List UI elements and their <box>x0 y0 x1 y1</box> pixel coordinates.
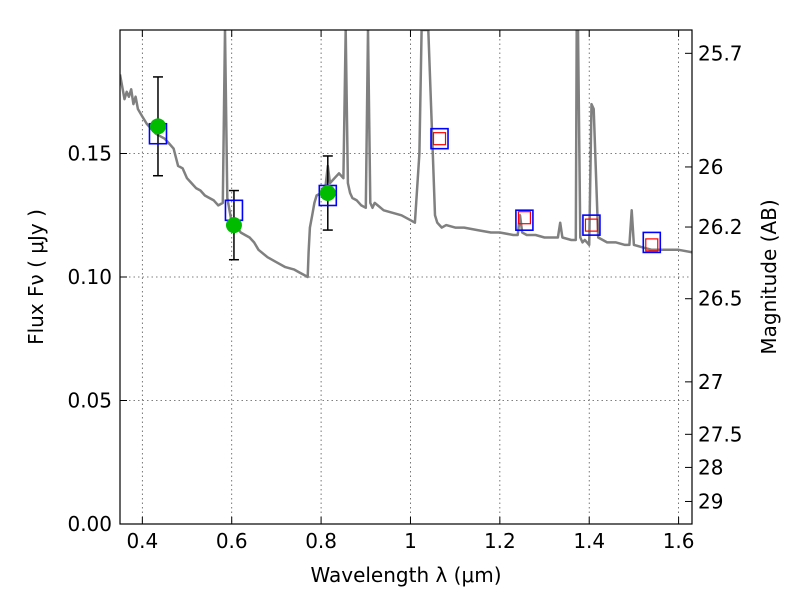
synthetic-band-marker <box>432 132 447 146</box>
y2-tick-label: 29 <box>698 489 723 513</box>
y-tick-label: 0.00 <box>67 512 112 536</box>
grid-layer <box>120 30 692 525</box>
y2-axis-label: Magnitude (AB) <box>757 199 781 354</box>
y2-tick-label: 27.5 <box>698 422 743 446</box>
model-band-marker <box>515 209 534 231</box>
y2-tick-label: 26 <box>698 155 723 179</box>
y2-tick-label: 25.7 <box>698 41 743 65</box>
observed-point <box>149 118 166 135</box>
y-axis-label: Flux Fν ( μJy ) <box>24 209 48 345</box>
model-band-marker <box>582 214 601 236</box>
x-tick-label: 1 <box>404 529 417 553</box>
model-spectrum-layer <box>120 30 692 279</box>
x-tick-label: 1.2 <box>484 529 516 553</box>
y2-tick-label: 28 <box>698 455 723 479</box>
x-tick-label: 0.6 <box>216 529 248 553</box>
x-axis-label: Wavelength λ (μm) <box>310 563 501 587</box>
y2-tick-label: 26.5 <box>698 287 743 311</box>
marker-layer <box>148 118 662 254</box>
y2-tick-label: 26.2 <box>698 215 743 239</box>
x-tick-label: 0.4 <box>126 529 158 553</box>
observed-point <box>319 185 336 202</box>
model-spectrum-line <box>120 30 692 279</box>
y-tick-label: 0.05 <box>67 389 112 413</box>
y2-tick-label: 27 <box>698 370 723 394</box>
model-band-marker <box>430 127 449 150</box>
model-band-marker <box>642 231 662 254</box>
x-tick-label: 1.6 <box>663 529 695 553</box>
observed-point <box>225 217 242 234</box>
synthetic-band-marker <box>517 211 532 225</box>
errorbar-layer <box>152 76 333 261</box>
y-tick-label: 0.10 <box>67 265 112 289</box>
synthetic-band-marker <box>584 218 599 232</box>
x-tick-label: 0.8 <box>305 529 337 553</box>
ticks-layer: 0.4 0.6 0.8 1 1.2 1.4 1.6 0.00 0.05 0.10 0.15 25.7 2… <box>67 30 743 553</box>
x-tick-label: 1.4 <box>573 529 605 553</box>
y-tick-label: 0.15 <box>67 142 112 166</box>
synthetic-band-marker <box>645 238 659 252</box>
